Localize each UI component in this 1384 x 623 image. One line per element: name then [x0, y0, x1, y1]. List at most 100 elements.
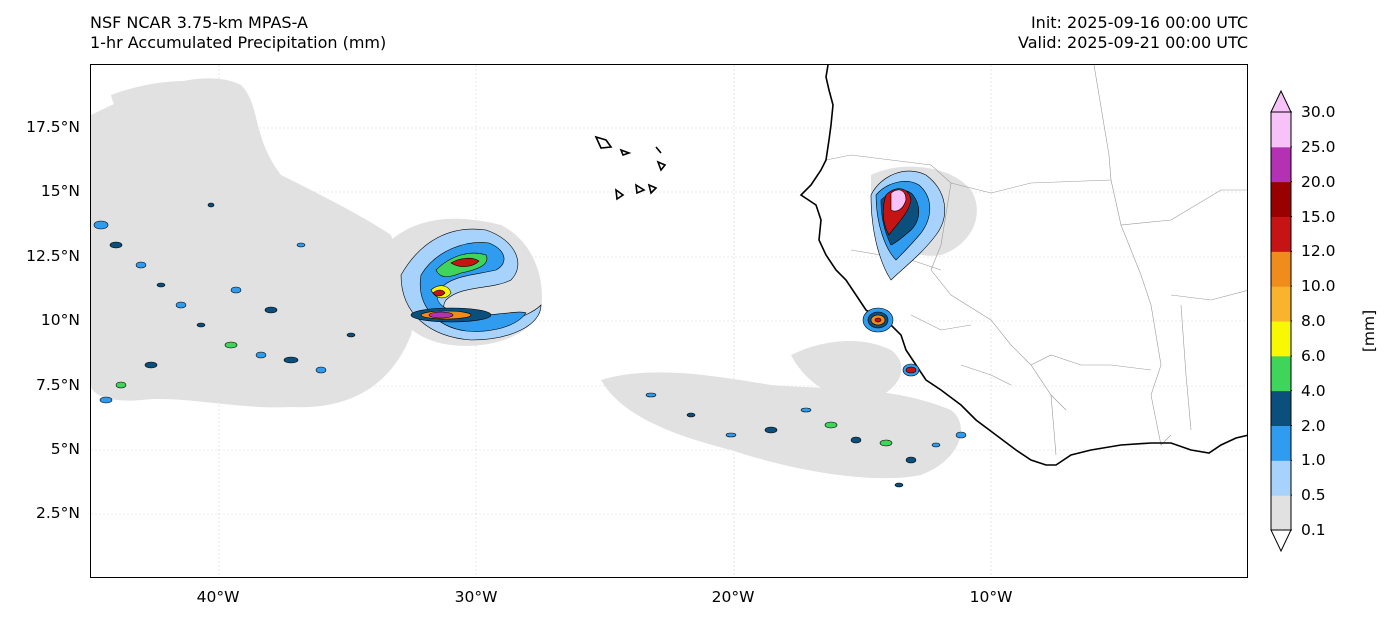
- valid-time: Valid: 2025-09-21 00:00 UTC: [1017, 33, 1248, 52]
- colorbar-level-label: 4.0: [1301, 381, 1326, 400]
- map-canvas: [91, 65, 1247, 577]
- guinea-peak: [874, 317, 882, 323]
- colorbar-level-label: 0.1: [1301, 521, 1326, 539]
- colorbar-segment: [1271, 425, 1291, 461]
- coastline-africa: [799, 65, 1247, 466]
- colorbar-segment: [1271, 286, 1291, 322]
- border-7: [1170, 290, 1247, 301]
- colorbar-level-label: 15.0: [1301, 207, 1336, 226]
- colorbar-unit: [mm]: [1360, 309, 1379, 353]
- rain-cell: [255, 351, 267, 359]
- rain-cell: [824, 421, 838, 429]
- rain-cell: [99, 396, 113, 404]
- colorbar: [1270, 90, 1292, 552]
- colorbar-level-label: 0.5: [1301, 486, 1326, 505]
- rain-cells: [93, 170, 967, 488]
- rain-cell: [93, 220, 109, 230]
- storm-core-2: [450, 257, 480, 267]
- title-left: NSF NCAR 3.75-km MPAS-A 1-hr Accumulated…: [90, 13, 386, 53]
- lat-label-2-5N: 2.5°N: [36, 504, 80, 522]
- rain-cell: [296, 242, 306, 248]
- rain-cluster-west: [93, 202, 356, 404]
- colorbar-segment: [1271, 355, 1291, 392]
- border-6: [1120, 224, 1172, 446]
- lon-label-10W: 10°W: [969, 588, 1013, 606]
- rain-cell: [224, 341, 238, 349]
- rain-cell: [175, 301, 187, 309]
- rain-cell: [207, 202, 215, 208]
- lat-label-10N: 10°N: [40, 311, 80, 329]
- border-5: [1030, 354, 1152, 371]
- field-title: 1-hr Accumulated Precipitation (mm): [90, 33, 387, 52]
- colorbar-segment: [1271, 390, 1291, 426]
- border-2: [1110, 179, 1247, 226]
- cape-verde-7: [647, 183, 658, 195]
- colorbar-segment: [1271, 146, 1291, 183]
- rain-cell: [931, 442, 941, 448]
- rain-cell: [879, 439, 893, 447]
- lat-label-5N: 5°N: [50, 440, 80, 458]
- border-9: [1050, 394, 1057, 456]
- rain-cell: [109, 241, 123, 249]
- colorbar-level-label: 6.0: [1301, 346, 1326, 365]
- colorbar-segment: [1271, 181, 1291, 217]
- border-8: [1180, 304, 1192, 431]
- rain-cell: [850, 436, 862, 444]
- rain-cell: [800, 407, 812, 413]
- lat-label-7-5N: 7.5°N: [36, 376, 80, 394]
- rain-cell: [156, 282, 166, 288]
- senegal-peak: [890, 189, 907, 212]
- border-11: [960, 364, 1012, 386]
- cape-verde-1: [594, 135, 613, 149]
- colorbar-segment: [1271, 112, 1291, 148]
- colorbar-segment: [1271, 216, 1291, 252]
- border-10: [910, 314, 972, 331]
- precip-area-coast: [791, 340, 902, 401]
- rain-cell: [315, 366, 327, 374]
- storm-core-4: [432, 289, 446, 297]
- storm-guinea: [862, 307, 920, 377]
- precip-area-ocean-north: [111, 80, 233, 131]
- cape-verde-5: [615, 188, 625, 201]
- lon-label-30W: 30°W: [454, 588, 498, 606]
- border-1: [825, 65, 1112, 194]
- cape-verde-6: [634, 183, 646, 195]
- rain-cell: [196, 322, 206, 328]
- rain-cell: [115, 381, 127, 389]
- colorbar-level-label: 1.0: [1301, 451, 1326, 470]
- rain-cell: [283, 356, 299, 364]
- rain-cell: [230, 286, 242, 294]
- colorbar-segment: [1271, 251, 1291, 287]
- rain-cell: [764, 426, 778, 434]
- cape-verde-3: [655, 146, 662, 154]
- rain-cell: [905, 456, 917, 464]
- storm-system: [400, 228, 542, 341]
- rain-cluster-itcz: [645, 392, 967, 488]
- colorbar-level-label: 20.0: [1301, 172, 1336, 191]
- colorbar-level-label: 30.0: [1301, 103, 1336, 121]
- colorbar-level-label: 10.0: [1301, 277, 1336, 296]
- colorbar-level-label: 8.0: [1301, 312, 1326, 330]
- title-right: Init: 2025-09-16 00:00 UTC Valid: 2025-0…: [1018, 13, 1248, 53]
- border-3: [930, 182, 1067, 411]
- rain-cell: [346, 332, 356, 338]
- rain-cell: [686, 412, 696, 418]
- lon-label-20W: 20°W: [711, 588, 755, 606]
- colorbar-segment: [1271, 460, 1291, 496]
- rain-cell: [955, 431, 967, 439]
- cape-verde-2: [619, 148, 632, 156]
- colorbar-segment: [1271, 495, 1291, 531]
- rain-cell: [645, 392, 657, 398]
- rain-cell: [264, 306, 278, 314]
- lon-label-40W: 40°W: [196, 588, 240, 606]
- storm-senegal: [870, 170, 945, 281]
- lat-label-12-5N: 12.5°N: [26, 247, 80, 265]
- colorbar-extend-min: [1270, 529, 1292, 552]
- precip-area-west: [91, 78, 414, 408]
- sierra-core: [905, 366, 917, 374]
- coastline: [594, 65, 1247, 466]
- cape-verde-4: [656, 160, 667, 172]
- model-title: NSF NCAR 3.75-km MPAS-A: [90, 13, 308, 32]
- rain-cell: [894, 482, 904, 488]
- rain-cell: [725, 432, 737, 438]
